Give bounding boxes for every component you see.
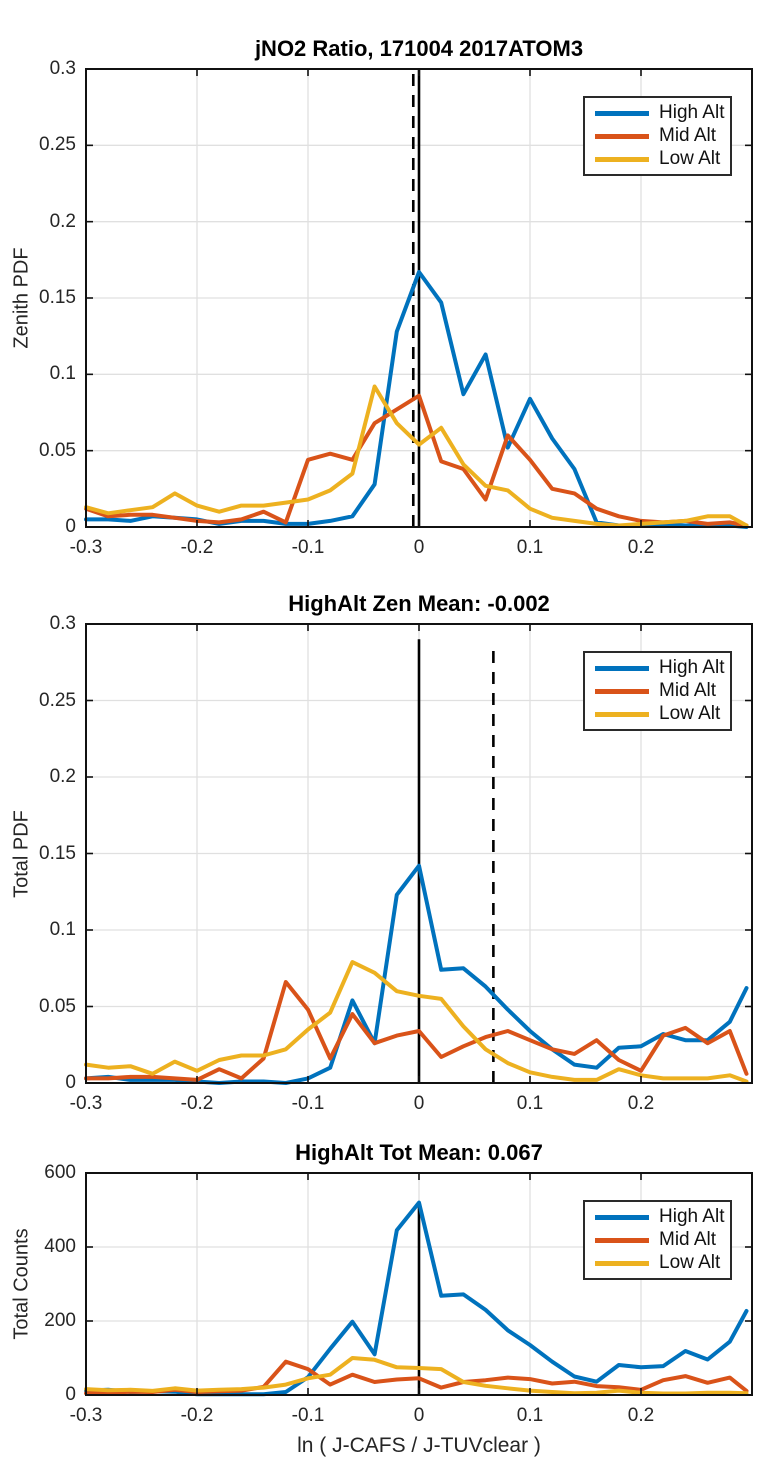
x-tick-label: -0.3 bbox=[69, 1405, 103, 1426]
x-tick-label: -0.2 bbox=[180, 1093, 214, 1114]
x-tick-label: -0.3 bbox=[69, 537, 103, 558]
y-tick-label: 0.05 bbox=[39, 439, 76, 461]
legend-item-mid-alt: Mid Alt bbox=[595, 1229, 720, 1251]
axes-box bbox=[85, 68, 753, 528]
legend-line-swatch-high-alt bbox=[595, 665, 649, 671]
legend-line-swatch-low-alt bbox=[595, 711, 649, 717]
y-tick-label: 0.3 bbox=[49, 58, 76, 79]
subplot-2-ylabel: Total PDF bbox=[10, 809, 33, 898]
legend-line-swatch-high-alt bbox=[595, 1214, 649, 1220]
legend-label: Mid Alt bbox=[659, 125, 717, 146]
x-tick-label: -0.1 bbox=[291, 1405, 325, 1426]
legend-item-high-alt: High Alt bbox=[595, 102, 724, 124]
y-tick-label: 0.2 bbox=[49, 210, 76, 232]
legend-label: High Alt bbox=[659, 657, 725, 678]
legend-label: Mid Alt bbox=[659, 680, 717, 701]
x-tick-label: 0 bbox=[413, 537, 425, 558]
axes-box bbox=[85, 1172, 753, 1396]
x-tick-label: 0.2 bbox=[627, 537, 655, 558]
legend-line-swatch-low-alt bbox=[595, 1260, 649, 1266]
y-tick-label: 0 bbox=[65, 1384, 76, 1405]
legend-label: High Alt bbox=[659, 1206, 725, 1227]
y-tick-label: 0.2 bbox=[49, 766, 76, 787]
y-tick-label: 0.15 bbox=[39, 842, 76, 864]
series-line-low-alt bbox=[84, 384, 749, 528]
legend-line-swatch-low-alt bbox=[595, 156, 649, 162]
x-tick-label: 0.1 bbox=[516, 1405, 544, 1426]
legend-line-swatch-mid-alt bbox=[595, 133, 649, 139]
legend-label: High Alt bbox=[659, 102, 725, 123]
legend-label: Low Alt bbox=[659, 1252, 721, 1273]
x-tick-label: -0.1 bbox=[291, 1093, 325, 1114]
x-axis-label: ln ( J-CAFS / J-TUVclear ) bbox=[297, 1434, 541, 1457]
subplot-3-title: HighAlt Tot Mean: 0.067 bbox=[295, 1140, 543, 1165]
subplot-3-ylabel: Total Counts bbox=[10, 1228, 33, 1340]
y-tick-label: 0.1 bbox=[49, 363, 76, 385]
y-tick-label: 0.05 bbox=[39, 995, 76, 1017]
legend-line-swatch-mid-alt bbox=[595, 1237, 649, 1243]
y-tick-label: 0.3 bbox=[49, 613, 76, 634]
x-tick-label: 0.1 bbox=[516, 537, 544, 558]
y-tick-label: 0.1 bbox=[49, 919, 76, 940]
subplot-1-ylabel: Zenith PDF bbox=[10, 247, 33, 349]
legend-subplot-3: High Alt Mid Alt Low Alt bbox=[583, 1200, 732, 1280]
legend-line-swatch-mid-alt bbox=[595, 688, 649, 694]
x-tick-label: 0.2 bbox=[627, 1405, 655, 1426]
legend-item-high-alt: High Alt bbox=[595, 657, 724, 679]
y-tick-label: 600 bbox=[44, 1162, 76, 1183]
x-tick-label: 0 bbox=[413, 1405, 425, 1426]
legend-item-low-alt: Low Alt bbox=[595, 1252, 720, 1274]
y-tick-label: 0.15 bbox=[39, 287, 76, 308]
y-tick-label: 0 bbox=[65, 516, 76, 537]
x-tick-label: 0 bbox=[413, 1093, 425, 1114]
series-line-low-alt bbox=[84, 960, 749, 1084]
legend-item-mid-alt: Mid Alt bbox=[595, 125, 720, 147]
legend-label: Low Alt bbox=[659, 148, 721, 169]
x-tick-label: 0.1 bbox=[516, 1093, 544, 1114]
legend-subplot-2: High Alt Mid Alt Low Alt bbox=[583, 651, 732, 731]
subplot-1-title: jNO2 Ratio, 171004 2017ATOM3 bbox=[254, 36, 584, 61]
legend-subplot-1: High Alt Mid Alt Low Alt bbox=[583, 96, 732, 176]
legend-label: Mid Alt bbox=[659, 1229, 717, 1250]
legend-item-low-alt: Low Alt bbox=[595, 703, 720, 725]
subplot-2-title: HighAlt Zen Mean: -0.002 bbox=[288, 591, 550, 616]
legend-item-high-alt: High Alt bbox=[595, 1206, 724, 1228]
y-tick-label: 400 bbox=[44, 1236, 76, 1257]
x-tick-label: 0.2 bbox=[627, 1093, 655, 1114]
axes-box bbox=[85, 623, 753, 1084]
series-line-mid-alt bbox=[84, 393, 749, 528]
x-tick-label: -0.2 bbox=[180, 537, 214, 558]
legend-item-mid-alt: Mid Alt bbox=[595, 680, 720, 702]
legend-label: Low Alt bbox=[659, 703, 721, 724]
legend-line-swatch-high-alt bbox=[595, 110, 649, 116]
series-line-high-alt bbox=[84, 863, 749, 1085]
y-tick-label: 0 bbox=[65, 1072, 76, 1093]
x-tick-label: -0.1 bbox=[291, 537, 325, 558]
y-tick-label: 0.25 bbox=[39, 134, 76, 156]
x-tick-label: -0.2 bbox=[180, 1405, 214, 1426]
x-tick-label: -0.3 bbox=[69, 1093, 103, 1114]
y-tick-label: 0.25 bbox=[39, 689, 76, 711]
y-tick-label: 200 bbox=[44, 1310, 76, 1331]
legend-item-low-alt: Low Alt bbox=[595, 148, 720, 170]
